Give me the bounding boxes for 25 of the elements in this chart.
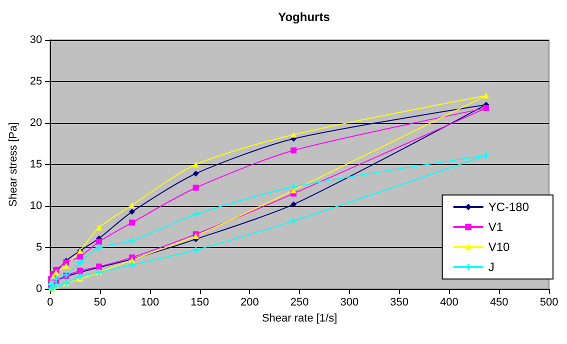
y-tick-label: 5: [36, 242, 42, 254]
x-tick-label: 200: [240, 296, 259, 308]
x-tick-label: 100: [140, 296, 160, 308]
y-tick-label: 15: [30, 158, 42, 170]
x-tick-label: 0: [47, 296, 54, 308]
x-tick-label: 50: [94, 296, 106, 308]
x-tick-label: 150: [190, 296, 209, 308]
legend-label: J: [488, 260, 494, 274]
y-tick-label: 0: [36, 283, 42, 295]
legend-label: V10: [488, 240, 510, 254]
y-tick-label: 25: [30, 76, 42, 88]
x-tick-label: 350: [390, 296, 409, 308]
x-axis-title: Shear rate [1/s]: [262, 312, 338, 324]
x-tick-label: 500: [540, 296, 558, 308]
chart-title: Yoghurts: [278, 10, 330, 24]
y-axis-title: Shear stress [Pa]: [8, 122, 20, 207]
y-tick-label: 20: [30, 117, 42, 129]
y-tick-label: 10: [30, 200, 42, 212]
legend-label: YC-180: [488, 200, 530, 214]
x-tick-label: 300: [340, 296, 359, 308]
x-tick-label: 450: [490, 296, 508, 308]
x-tick-label: 400: [440, 296, 458, 308]
x-tick-label: 250: [290, 296, 309, 308]
y-tick-label: 30: [30, 34, 42, 46]
legend-label: V1: [488, 220, 504, 234]
